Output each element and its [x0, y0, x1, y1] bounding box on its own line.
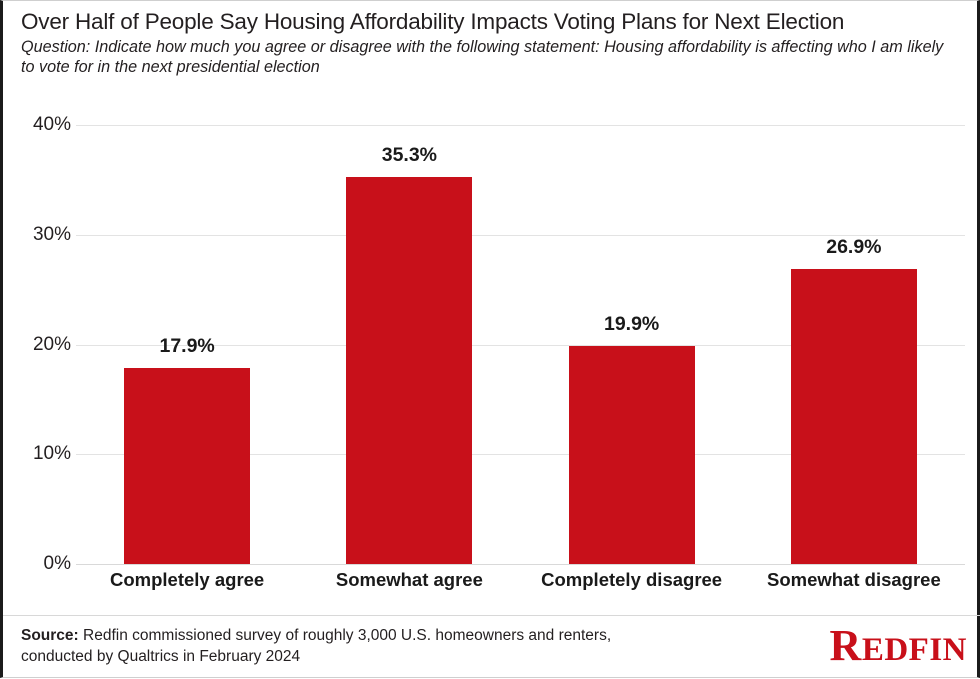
gridline: [76, 564, 965, 565]
bar[interactable]: [346, 176, 473, 564]
y-axis-tick-label: 40%: [32, 114, 71, 135]
x-axis-category-labels: Completely agree Somewhat agree Completely…: [76, 569, 965, 591]
bar-value-label: 17.9%: [159, 334, 215, 357]
source-note: Source: Redfin commissioned survey of ro…: [21, 626, 641, 668]
bar[interactable]: [124, 367, 251, 564]
bar-value-label: 19.9%: [603, 312, 660, 335]
bar-slot: 26.9%: [743, 125, 965, 564]
gridlines-group: [76, 125, 965, 565]
y-axis-tick-labels: 0% 10% 20% 30% 40%: [3, 114, 71, 574]
y-axis-tick-label: 0%: [43, 553, 71, 574]
bar[interactable]: [568, 345, 695, 564]
gridline: [76, 454, 965, 456]
chart-footer: Source: Redfin commissioned survey of ro…: [3, 615, 980, 677]
y-axis-tick-label: 30%: [32, 223, 71, 245]
x-axis-category-label: Completely agree: [110, 569, 265, 590]
chart-header: Over Half of People Say Housing Affordab…: [3, 1, 980, 78]
source-label: Source:: [21, 627, 79, 644]
redfin-logo-rest: EDFIN: [861, 632, 967, 668]
y-axis-tick-label: 10%: [32, 443, 71, 465]
bar-slot: 19.9%: [521, 125, 743, 564]
gridline: [76, 344, 965, 346]
gridline: [76, 234, 965, 236]
bar[interactable]: [790, 268, 917, 564]
bar-value-label: 35.3%: [381, 143, 438, 166]
source-text: Redfin commissioned survey of roughly 3,…: [21, 627, 612, 665]
page-title: Over Half of People Say Housing Affordab…: [21, 9, 845, 34]
bars-group: 17.9% 35.3% 19.9% 26.9%: [76, 125, 965, 564]
bar-slot: 35.3%: [298, 125, 520, 564]
bar-value-label: 26.9%: [826, 235, 882, 258]
x-axis-category-label: Completely disagree: [541, 569, 723, 590]
plot-wrapper: 0% 10% 20% 30% 40% 17.9% 35.3% 19.9% 26.9% Comp…: [3, 1, 980, 679]
gridline: [76, 125, 965, 126]
redfin-logo: REDFIN: [830, 624, 967, 668]
x-axis-baseline: [76, 564, 965, 565]
bar-slot: 17.9%: [76, 125, 298, 564]
x-axis-category-label: Somewhat disagree: [766, 569, 941, 590]
redfin-logo-cap: R: [829, 621, 862, 670]
x-axis-category-label: Somewhat agree: [335, 569, 483, 590]
chart-subtitle: Question: Indicate how much you agree or…: [21, 38, 944, 76]
y-axis-tick-label: 20%: [32, 333, 71, 355]
